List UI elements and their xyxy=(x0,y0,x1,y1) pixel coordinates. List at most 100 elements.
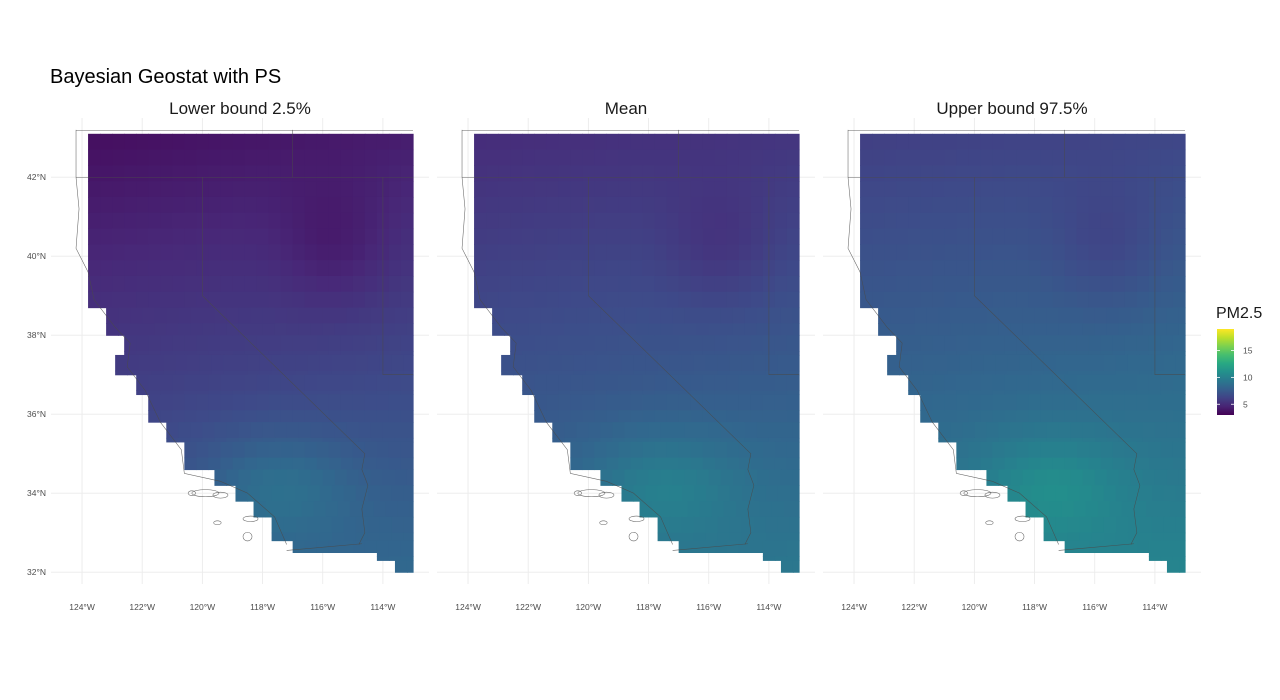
raster-cell xyxy=(525,370,538,376)
raster-cell xyxy=(714,196,728,214)
raster-cell xyxy=(337,501,351,518)
raster-cell xyxy=(618,275,632,293)
raster-cell xyxy=(1136,228,1150,245)
raster-cell xyxy=(474,260,487,277)
raster-cell xyxy=(370,307,384,324)
raster-cell xyxy=(199,370,213,376)
island-outline xyxy=(573,490,582,496)
raster-cell xyxy=(753,485,767,502)
raster-cell xyxy=(154,323,167,336)
raster-cell xyxy=(160,260,173,277)
raster-cell xyxy=(654,165,668,182)
raster-cell xyxy=(750,165,764,182)
raster-cell xyxy=(1115,532,1129,542)
raster-cell xyxy=(705,370,719,376)
raster-cell xyxy=(768,422,782,439)
raster-cell xyxy=(780,560,794,573)
raster-cell xyxy=(950,307,963,324)
raster-cell xyxy=(786,212,800,230)
raster-cell xyxy=(340,540,354,554)
raster-cell xyxy=(708,437,722,443)
raster-cell xyxy=(693,485,707,502)
raster-cell xyxy=(534,260,547,277)
raster-cell xyxy=(980,335,994,352)
raster-cell xyxy=(774,374,788,392)
raster-cell xyxy=(268,244,282,261)
raster-cell xyxy=(720,437,734,443)
island-outline xyxy=(985,520,994,526)
raster-cell xyxy=(1178,323,1186,336)
raster-cell xyxy=(268,133,282,151)
raster-cell xyxy=(400,133,414,151)
raster-cell xyxy=(1166,323,1180,336)
raster-cell xyxy=(642,133,656,151)
raster-cell xyxy=(690,228,704,245)
raster-cell xyxy=(657,370,671,376)
raster-cell xyxy=(654,181,668,198)
raster-cell xyxy=(750,410,764,423)
raster-cell xyxy=(630,133,644,151)
raster-cell xyxy=(1124,149,1138,166)
raster-cell xyxy=(762,374,776,392)
raster-cell xyxy=(1160,181,1174,198)
raster-cell xyxy=(232,457,246,471)
raster-cell xyxy=(1166,422,1180,439)
raster-cell xyxy=(1079,516,1093,534)
raster-cell xyxy=(956,291,969,309)
raster-cell xyxy=(232,374,246,392)
raster-cell xyxy=(208,291,222,309)
raster-cell xyxy=(136,275,149,293)
raster-cell xyxy=(100,275,113,293)
raster-cell xyxy=(992,181,1006,198)
raster-cell xyxy=(594,244,608,261)
raster-cell xyxy=(1091,516,1105,534)
raster-cell xyxy=(346,437,360,443)
raster-cell xyxy=(1172,410,1186,423)
raster-cell xyxy=(1040,275,1054,293)
raster-cell xyxy=(678,335,692,352)
raster-cell xyxy=(196,181,210,198)
raster-cell xyxy=(1022,469,1036,486)
raster-cell xyxy=(546,374,559,392)
raster-cell xyxy=(1040,291,1054,309)
raster-cell xyxy=(774,390,788,396)
raster-cell xyxy=(256,133,270,151)
raster-cell xyxy=(549,370,562,376)
raster-cell xyxy=(786,441,800,459)
raster-cell xyxy=(678,457,692,471)
raster-cell xyxy=(1100,196,1114,214)
raster-cell xyxy=(1088,244,1102,261)
raster-cell xyxy=(860,260,873,277)
raster-cell xyxy=(328,410,342,423)
raster-cell xyxy=(1052,394,1066,411)
raster-cell xyxy=(552,422,565,439)
raster-cell xyxy=(1160,351,1174,356)
raster-cell xyxy=(1010,307,1024,324)
raster-cell xyxy=(1016,457,1030,471)
raster-cell xyxy=(1160,133,1174,151)
raster-cell xyxy=(606,275,620,293)
raster-cell xyxy=(202,307,216,324)
raster-cell xyxy=(786,181,800,198)
raster-cell xyxy=(756,323,770,336)
island-outline xyxy=(1014,531,1025,542)
raster-cell xyxy=(292,212,306,230)
raster-cell xyxy=(1028,181,1042,198)
raster-cell xyxy=(1136,390,1150,396)
raster-cell xyxy=(256,457,270,471)
raster-cell xyxy=(364,260,378,277)
raster-cell xyxy=(522,390,535,396)
raster-cell xyxy=(1022,323,1036,336)
raster-cell xyxy=(1172,133,1186,151)
raster-cell xyxy=(220,133,234,151)
raster-cell xyxy=(1151,532,1165,542)
raster-cell xyxy=(178,437,191,443)
raster-cell xyxy=(1100,540,1114,554)
raster-cell xyxy=(1040,244,1054,261)
raster-cell xyxy=(1040,394,1054,411)
raster-cell xyxy=(968,390,982,396)
raster-cell xyxy=(510,351,523,356)
raster-cell xyxy=(860,165,873,182)
raster-cell xyxy=(1016,260,1030,277)
raster-cell xyxy=(304,291,318,309)
